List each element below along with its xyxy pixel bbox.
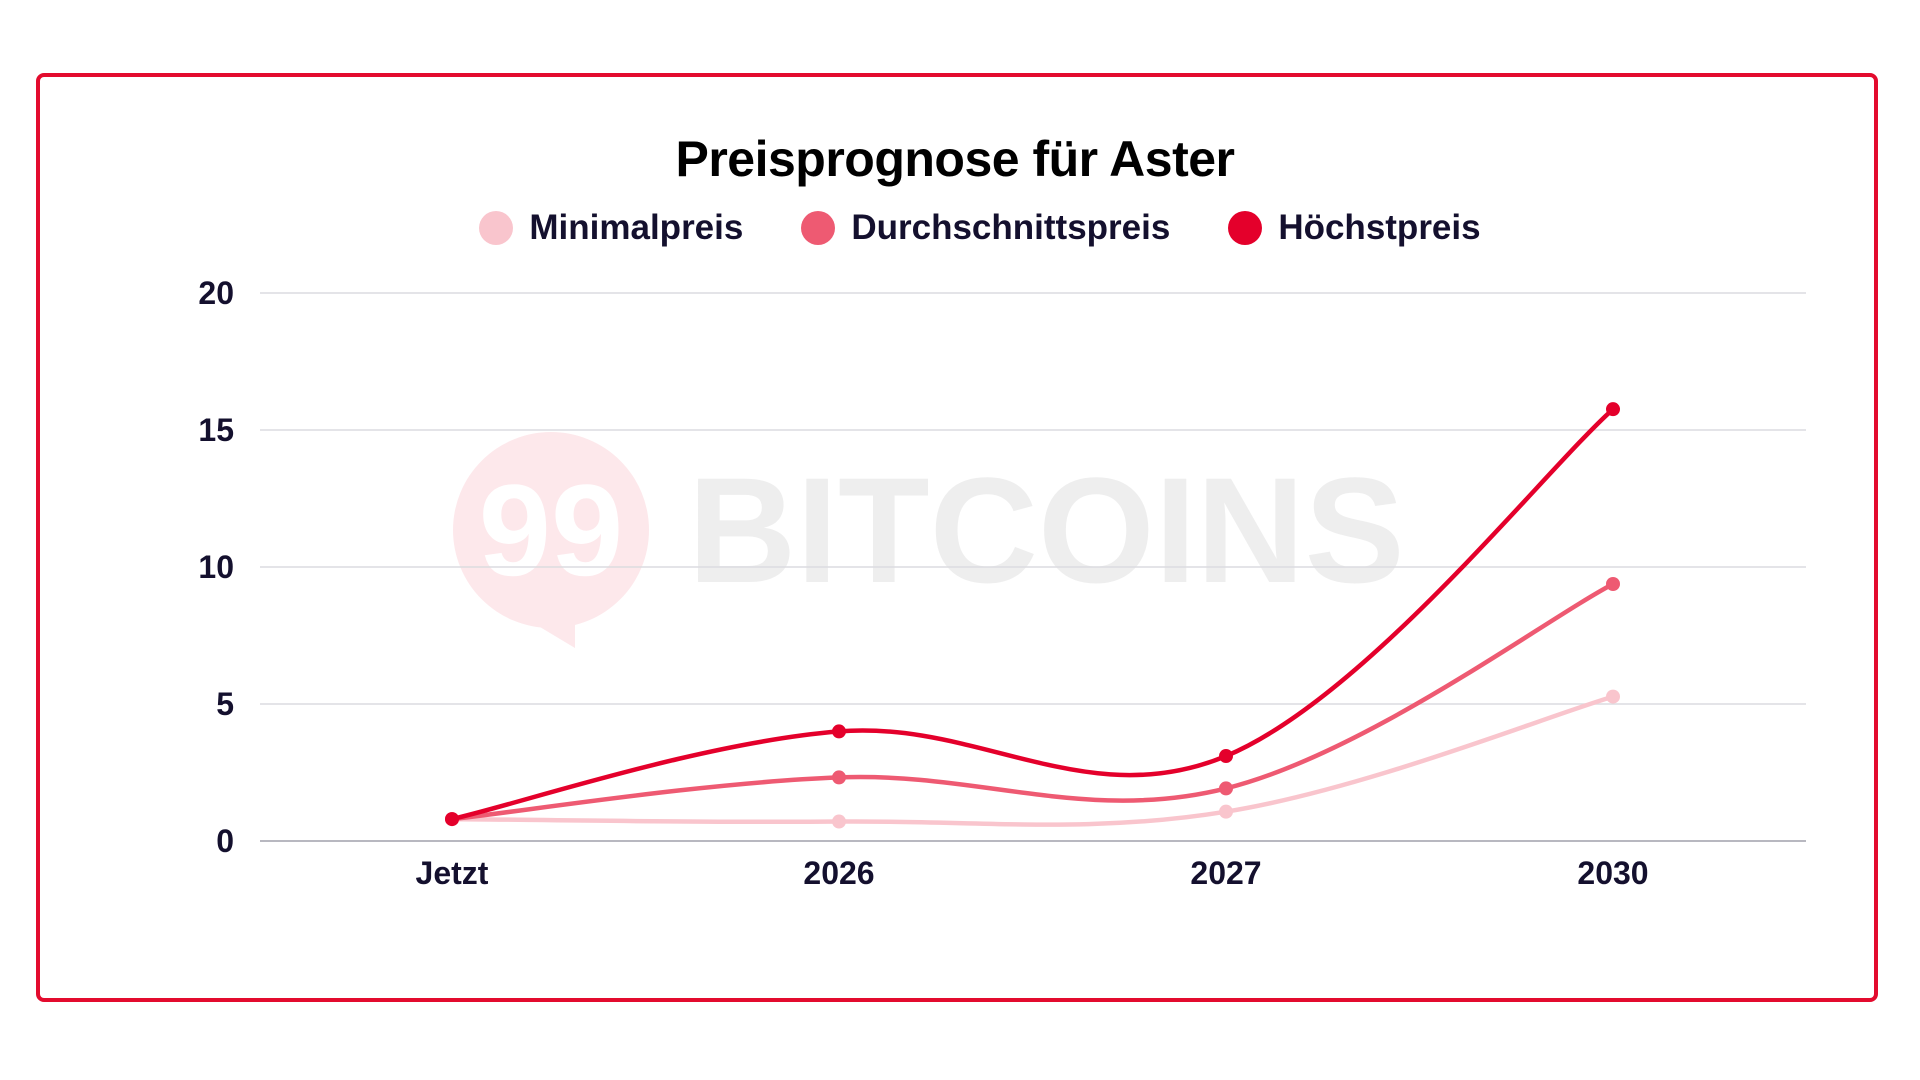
series-line: [449, 581, 1616, 822]
y-tick-label: 15: [198, 412, 234, 448]
legend-max-dot-icon: [1228, 211, 1263, 245]
watermark-brand-text: BITCOINS: [688, 446, 1405, 614]
y-tick-label: 0: [216, 823, 234, 859]
data-point-marker[interactable]: [832, 814, 846, 829]
data-point-marker[interactable]: [1606, 576, 1620, 591]
watermark: 99 BITCOINS: [453, 432, 1405, 648]
series-durchschnittspreis: [445, 576, 1620, 827]
legend-item-min[interactable]: Minimalpreis: [479, 208, 743, 248]
data-point-marker[interactable]: [1606, 402, 1620, 417]
chart-frame: [36, 73, 1878, 1002]
data-point-marker[interactable]: [445, 812, 459, 827]
legend-avg-label: Durchschnittspreis: [851, 208, 1171, 247]
y-tick-label: 5: [216, 686, 234, 722]
x-tick-label: 2030: [1577, 855, 1648, 891]
legend-max-label: Höchstpreis: [1278, 208, 1481, 247]
series-höchstpreis: [445, 402, 1620, 827]
legend-min-dot-icon: [479, 211, 514, 245]
data-point-marker[interactable]: [1219, 749, 1233, 764]
data-series: [445, 402, 1620, 829]
watermark-logo-text: 99: [479, 457, 624, 603]
legend-item-max[interactable]: Höchstpreis: [1228, 208, 1481, 248]
chart-legend: Minimalpreis Durchschnittspreis Höchstpr…: [0, 208, 1920, 248]
x-tick-label: Jetzt: [416, 855, 489, 891]
y-axis: 0 5 10 15 20: [198, 275, 234, 859]
data-point-marker[interactable]: [1219, 781, 1233, 796]
data-point-marker[interactable]: [832, 770, 846, 785]
x-tick-label: 2027: [1190, 855, 1261, 891]
grid-lines: [260, 292, 1806, 842]
x-axis: Jetzt 2026 2027 2030: [416, 855, 1649, 891]
watermark-logo-icon: 99: [453, 432, 649, 648]
data-point-marker[interactable]: [1219, 804, 1233, 819]
y-tick-label: 10: [198, 549, 234, 585]
legend-min-label: Minimalpreis: [529, 208, 744, 247]
y-tick-label: 20: [198, 275, 234, 311]
series-line: [449, 694, 1616, 827]
data-point-marker[interactable]: [1606, 689, 1620, 704]
series-line: [449, 406, 1616, 822]
x-tick-label: 2026: [803, 855, 874, 891]
legend-item-avg[interactable]: Durchschnittspreis: [801, 208, 1170, 248]
legend-avg-dot-icon: [801, 211, 836, 245]
data-point-marker[interactable]: [832, 724, 846, 739]
chart-title: Preisprognose für Aster: [675, 131, 1235, 187]
